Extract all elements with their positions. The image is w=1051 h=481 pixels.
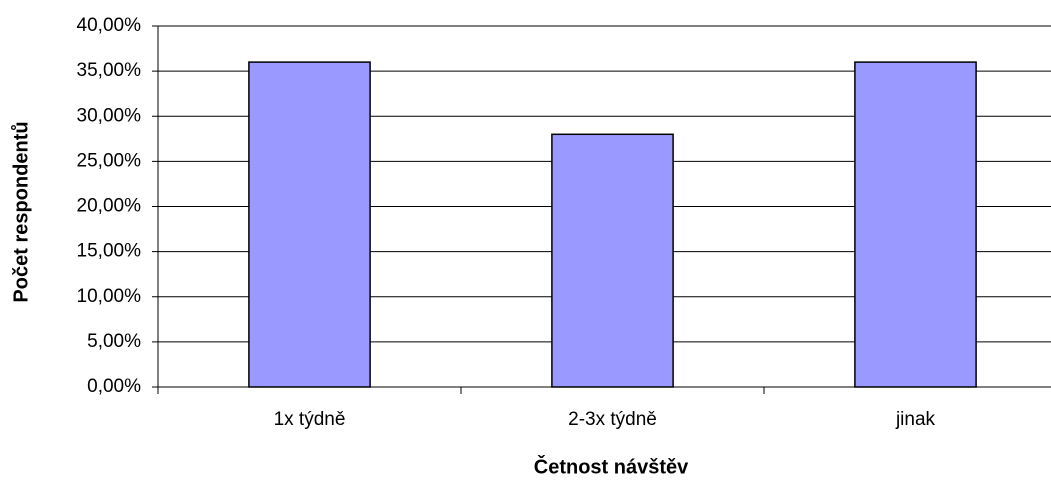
y-tick-label: 10,00% bbox=[77, 286, 142, 307]
bar bbox=[551, 133, 674, 388]
y-tick-label: 35,00% bbox=[77, 60, 142, 81]
x-axis-title: Četnost návštěv bbox=[534, 454, 689, 478]
y-tick-label: 20,00% bbox=[77, 196, 142, 217]
y-tick-label: 15,00% bbox=[77, 241, 142, 262]
bar bbox=[854, 61, 977, 388]
x-tick-label: 1x týdně bbox=[274, 409, 346, 430]
y-tick-label: 0,00% bbox=[87, 376, 141, 397]
y-tick-label: 30,00% bbox=[77, 105, 142, 126]
y-axis-title: Počet respondentů bbox=[10, 121, 32, 302]
y-tick-label: 25,00% bbox=[77, 150, 142, 171]
bar bbox=[248, 61, 371, 388]
x-tick-label: 2-3x týdně bbox=[568, 409, 657, 430]
y-tick-label: 40,00% bbox=[77, 15, 142, 36]
x-tick-label: jinak bbox=[895, 409, 936, 430]
y-tick-label: 5,00% bbox=[87, 331, 141, 352]
